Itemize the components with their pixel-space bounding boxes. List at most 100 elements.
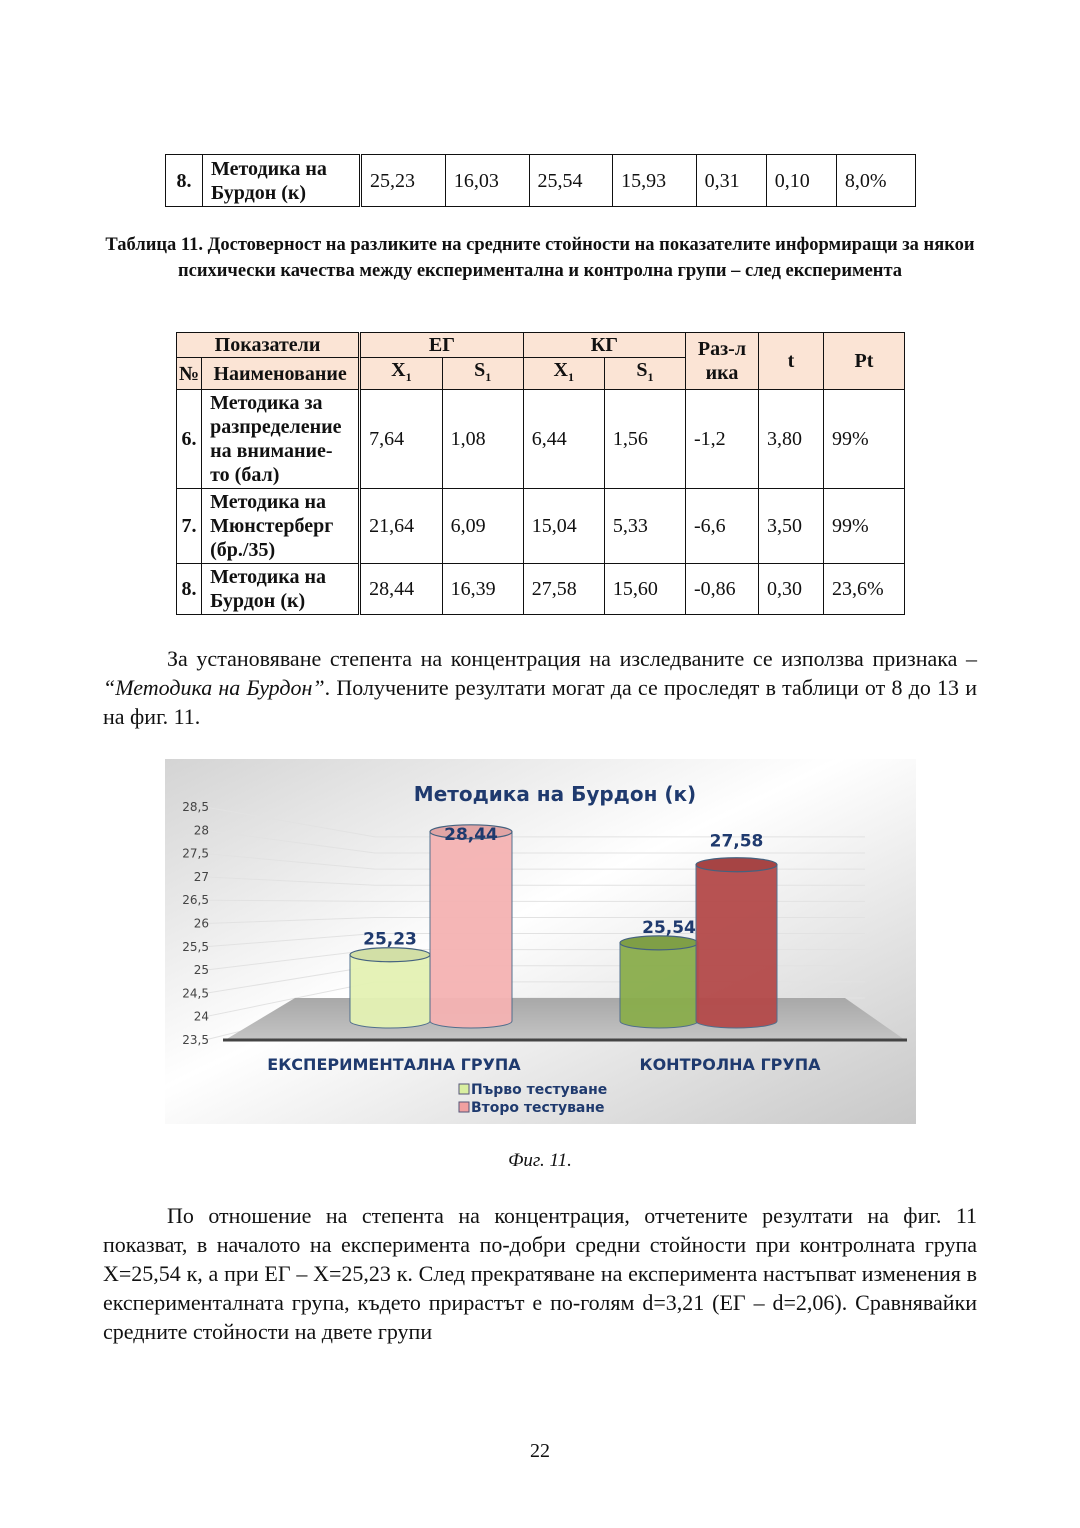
bar (349, 947, 431, 1029)
header-kg-s: S1 (603, 357, 687, 390)
cell: 27,58 (522, 563, 605, 615)
header-no: № (175, 357, 203, 390)
cell: 5,33 (603, 488, 687, 564)
y-tick-label: 25 (194, 963, 209, 977)
page-number: 22 (530, 1440, 550, 1462)
cell: 21,64 (359, 488, 443, 564)
header-name: Наименование (201, 357, 362, 390)
header-eg-x: X1 (359, 357, 443, 390)
header-kg: КГ (522, 332, 687, 358)
italic-text: “Методика на Бурдон” (103, 675, 325, 700)
row-name: Методика на Бурдон (к) (202, 154, 362, 207)
cell: 7,64 (359, 389, 443, 489)
table-row: 8. Методика на Бурдон (к) 28,44 16,39 27,58 1… (175, 563, 905, 615)
category-label: ЕКСПЕРИМЕНТАЛНА ГРУПА (267, 1055, 521, 1074)
cell: -1,2 (685, 389, 759, 489)
text: . Получените резултати могат да се просл… (103, 675, 977, 729)
y-tick-label: 25,5 (182, 940, 209, 954)
y-tick-label: 24 (194, 1010, 209, 1024)
data-label: 28,44 (444, 825, 498, 845)
header-eg: ЕГ (359, 332, 524, 358)
cell: 99% (823, 488, 905, 564)
y-tick-label: 24,5 (182, 986, 209, 1000)
header-kg-x: X1 (522, 357, 605, 390)
bar (695, 857, 778, 1029)
cell: 3,50 (758, 488, 824, 564)
table-row: 7. Методика на Мюнстерберг (бр./35) 21,64 6… (175, 488, 905, 564)
cell: 15,93 (612, 154, 697, 207)
cell: 16,03 (444, 154, 530, 207)
cell: 6,09 (441, 488, 524, 564)
gridline (204, 806, 865, 838)
cell: 0,10 (765, 154, 837, 207)
subscript: 1 (568, 370, 574, 384)
header-diff: Раз-лика (685, 332, 759, 390)
table-11: Показатели ЕГ КГ Раз-лика t Pt № Наимено… (175, 332, 905, 615)
x-label: X (391, 359, 406, 381)
cell: 8,0% (835, 154, 917, 207)
data-label: 27,58 (710, 832, 764, 852)
cell: 28,44 (359, 563, 443, 615)
gridline (204, 829, 865, 854)
paragraph-1: За установяване степента на концентрация… (103, 644, 977, 731)
cell: 15,04 (522, 488, 605, 564)
x-label: X (553, 359, 568, 381)
text: По отношение на степента на концентрация… (103, 1203, 977, 1344)
header-row: № Наименование X1 S1 X1 S1 (175, 357, 905, 390)
legend-swatch-first (458, 1083, 470, 1095)
cell: -0,86 (685, 563, 759, 615)
table-11-caption: Таблица 11. Достоверност на разликите на… (105, 235, 975, 281)
subscript: 1 (405, 370, 412, 384)
chart-title: Методика на Бурдон (к) (414, 782, 696, 806)
row-name: Методика на Бурдон (к) (201, 563, 362, 615)
y-tick-label: 23,5 (182, 1033, 209, 1047)
legend-swatch-second (458, 1101, 470, 1113)
category-label: КОНТРОЛНА ГРУПА (640, 1055, 822, 1074)
cell: 6,44 (522, 389, 605, 489)
row-number: 6. (175, 389, 203, 489)
chart-burdon: 23,5 24 24,5 25 25,5 26 26,5 27 27,5 28 28,5 25,23… (165, 759, 916, 1124)
cell: 25,54 (528, 154, 614, 207)
subscript: 1 (485, 370, 492, 384)
row-name: Методика на Мюнстерберг (бр./35) (201, 488, 362, 564)
data-label: 25,23 (363, 930, 417, 950)
cell: 3,80 (758, 389, 824, 489)
cell: 0,30 (758, 563, 824, 615)
s-label: S (636, 359, 648, 381)
row-number: 7. (175, 488, 203, 564)
cell: 25,23 (360, 154, 446, 207)
row-name: Методика за разпределение на внимание-то… (201, 389, 362, 489)
y-tick-label: 27 (194, 870, 209, 884)
y-tick-label: 28 (194, 823, 209, 837)
table-row: 8. Методика на Бурдон (к) 25,23 16,03 25… (165, 154, 917, 207)
figure-caption: Фиг. 11. (508, 1150, 572, 1171)
y-tick-label: 27,5 (182, 847, 209, 861)
y-tick-label: 26,5 (182, 893, 209, 907)
paragraph-2: По отношение на степента на концентрация… (103, 1201, 977, 1346)
cell: 0,31 (695, 154, 767, 207)
cell: 1,08 (441, 389, 524, 489)
cell: 23,6% (823, 563, 905, 615)
table-10-tail: 8. Методика на Бурдон (к) 25,23 16,03 25… (165, 154, 917, 207)
bar (429, 824, 513, 1029)
header-t: t (758, 332, 824, 390)
header-eg-s: S1 (441, 357, 524, 390)
y-tick-label: 26 (194, 917, 209, 931)
header-indicators: Показатели (175, 332, 362, 358)
cell: 15,60 (603, 563, 687, 615)
table-row: 6. Методика за разпределение на внимание-… (175, 389, 905, 489)
data-label: 25,54 (642, 918, 696, 938)
row-number: 8. (175, 563, 203, 615)
text: За установяване степента на концентрация… (167, 646, 977, 671)
y-tick-label: 28,5 (182, 800, 209, 814)
chart-floor (225, 998, 905, 1040)
bar (619, 935, 699, 1029)
s-label: S (474, 359, 486, 381)
cell: 1,56 (603, 389, 687, 489)
cell: -6,6 (685, 488, 759, 564)
row-number: 8. (165, 154, 203, 207)
chart-background (165, 759, 916, 1124)
legend-label-first: Първо тестуване (471, 1082, 607, 1098)
subscript: 1 (647, 370, 654, 384)
header-row: Показатели ЕГ КГ Раз-лика t Pt (175, 332, 905, 390)
